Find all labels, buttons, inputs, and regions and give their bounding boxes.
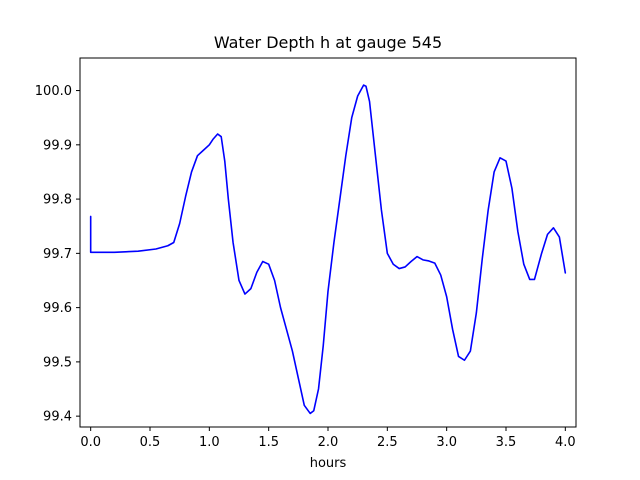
chart-title: Water Depth h at gauge 545: [214, 33, 442, 52]
x-tick-label: 3.5: [496, 435, 517, 450]
y-tick-label: 100.0: [35, 84, 72, 99]
plot-frame: [79, 57, 577, 428]
series-line-0: [89, 84, 567, 415]
x-tick-label: 1.5: [258, 435, 279, 450]
y-axis: 99.4 99.5 99.6 99.7 99.8 99.9 100.0: [35, 84, 80, 425]
x-tick-label: 3.0: [436, 435, 457, 450]
y-tick-label: 99.7: [43, 247, 72, 262]
plot-area: [80, 58, 576, 427]
y-tick-label: 99.5: [43, 355, 72, 370]
x-axis-label: hours: [310, 456, 347, 471]
x-tick-label: 2.0: [318, 435, 339, 450]
y-tick-label: 99.6: [43, 301, 72, 316]
y-tick-label: 99.4: [43, 410, 72, 425]
x-tick-label: 0.0: [80, 435, 101, 450]
x-tick-label: 2.5: [377, 435, 398, 450]
x-tick-label: 1.0: [199, 435, 220, 450]
y-tick-label: 99.8: [43, 193, 72, 208]
x-tick-label: 4.0: [555, 435, 576, 450]
x-axis: 0.0 0.5 1.0 1.5 2.0 2.5 3.0 3.5 4.0: [80, 427, 576, 450]
y-tick-label: 99.9: [43, 138, 72, 153]
x-tick-label: 0.5: [140, 435, 161, 450]
data-layer: [89, 84, 567, 415]
